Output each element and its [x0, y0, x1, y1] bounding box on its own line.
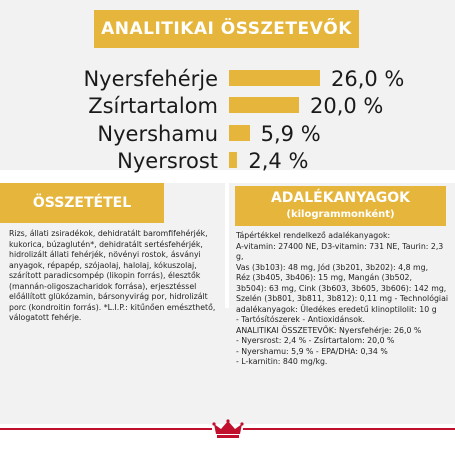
composition-text: Rizs, állati zsiradékok, dehidratált bar… [9, 229, 216, 322]
analytic-bar [229, 152, 238, 168]
crown-icon [212, 419, 244, 438]
additives-panel: ADALÉKANYAGOK (kilogrammonként) Tápérték… [225, 183, 455, 438]
brand-line-right [243, 428, 455, 430]
additives-subtitle: (kilogrammonként) [286, 209, 395, 220]
analytic-label: Zsírtartalom [88, 94, 218, 118]
analytic-label: Nyersrost [117, 149, 218, 173]
analytic-value: 20,0 % [310, 94, 384, 118]
analytic-value: 26,0 % [331, 67, 405, 91]
analytic-value: 5,9 % [260, 122, 321, 146]
analytic-row-fat: Zsírtartalom 20,0 % [0, 93, 455, 119]
analytic-row-ash: Nyershamu 5,9 % [0, 121, 455, 147]
analytic-bar [229, 125, 250, 141]
analytic-label: Nyersfehérje [83, 67, 218, 91]
analytic-title: ANALITIKAI ÖSSZETEVŐK [94, 10, 359, 48]
analytic-value: 2,4 % [248, 149, 309, 173]
analytic-row-fibre: Nyersrost 2,4 % [0, 148, 455, 174]
analytic-label: Nyershamu [97, 122, 218, 146]
analytic-bar [229, 97, 299, 113]
additives-title: ADALÉKANYAGOK [270, 190, 411, 206]
composition-panel: ÖSSZETÉTEL Rizs, állati zsiradékok, dehi… [0, 183, 228, 438]
additives-title-box: ADALÉKANYAGOK (kilogrammonként) [235, 186, 446, 226]
analytic-row-protein: Nyersfehérje 26,0 % [0, 66, 455, 92]
composition-title: ÖSSZETÉTEL [0, 183, 164, 223]
brand-line-left [0, 428, 212, 430]
additives-text: Tápértékkel rendelkező adalékanyagok: A-… [236, 231, 449, 366]
analytic-bar [229, 70, 320, 86]
